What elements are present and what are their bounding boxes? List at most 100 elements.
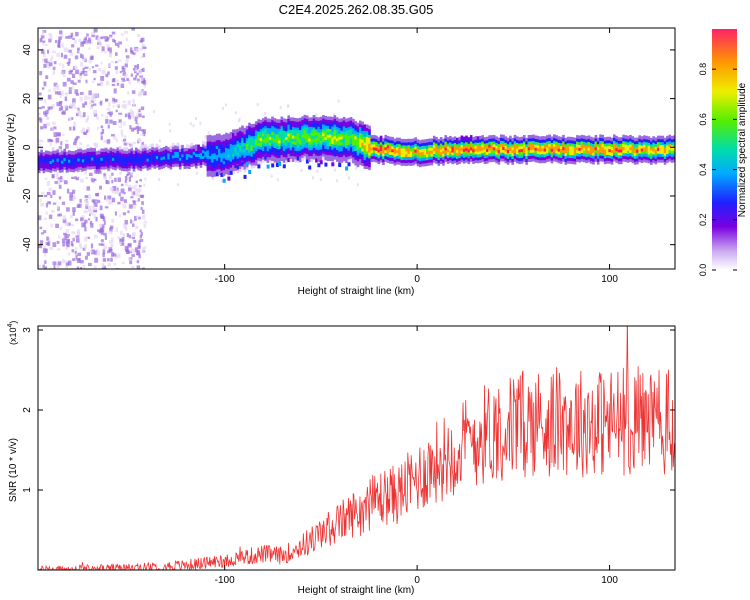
heatmap-cell: [280, 151, 284, 156]
heatmap-cell: [594, 149, 598, 154]
heatmap-cell: [108, 247, 113, 252]
heatmap-cell: [57, 42, 60, 48]
heatmap-cell: [305, 141, 309, 146]
heatmap-cell: [63, 151, 66, 156]
heatmap-cell: [340, 127, 344, 131]
heatmap-cell: [250, 147, 254, 151]
heatmap-cell: [292, 155, 295, 159]
heatmap-cell: [153, 159, 157, 163]
heatmap-cell: [141, 153, 145, 158]
heatmap-cell: [65, 143, 69, 149]
heatmap-cell: [668, 155, 672, 159]
heatmap-cell: [183, 153, 187, 158]
heatmap-cell: [460, 147, 464, 151]
heatmap-cell: [148, 166, 152, 170]
heatmap-cell: [322, 120, 325, 125]
heatmap-cell: [86, 33, 89, 37]
heatmap-cell: [458, 157, 461, 161]
heatmap-cell: [511, 152, 514, 157]
heatmap-cell: [178, 157, 182, 161]
heatmap-cell: [647, 145, 651, 149]
heatmap-cell: [608, 157, 611, 161]
heatmap-cell: [248, 160, 251, 165]
heatmap-cell: [663, 140, 667, 145]
heatmap-cell: [578, 156, 581, 160]
heatmap-cell: [128, 79, 131, 85]
heatmap-cell: [458, 139, 461, 144]
heatmap-cell: [108, 199, 113, 205]
heatmap-cell: [317, 149, 320, 154]
heatmap-cell: [474, 136, 478, 140]
heatmap-cell: [578, 141, 581, 145]
heatmap-cell: [656, 144, 660, 148]
heatmap-cell: [583, 147, 586, 151]
heatmap-cell: [132, 99, 135, 102]
heatmap-cell: [319, 134, 323, 138]
heatmap-cell: [363, 127, 367, 131]
heatmap-cell: [59, 93, 63, 98]
heatmap-cell: [548, 143, 551, 147]
heatmap-cell: [365, 142, 369, 146]
heatmap-cell: [416, 142, 420, 146]
heatmap-cell: [603, 137, 607, 141]
heatmap-cell: [534, 158, 538, 163]
heatmap-cell: [585, 142, 588, 146]
heatmap-cell: [562, 155, 565, 159]
heatmap-cell: [95, 157, 99, 161]
heatmap-cell: [310, 143, 314, 148]
heatmap-cell: [670, 159, 674, 163]
heatmap-cell: [359, 152, 362, 157]
heatmap-cell: [241, 166, 244, 170]
heatmap-cell: [146, 160, 150, 165]
heatmap-cell: [359, 158, 362, 163]
heatmap-cell: [103, 220, 106, 225]
heatmap-cell: [85, 176, 88, 180]
heatmap-cell: [123, 158, 126, 163]
heatmap-cell: [266, 153, 270, 158]
heatmap-cell: [289, 117, 293, 121]
heatmap-cell: [257, 164, 261, 169]
heatmap-cell: [553, 151, 556, 156]
heatmap-cell: [262, 153, 265, 157]
heatmap-cell: [315, 128, 318, 133]
heatmap-cell: [331, 162, 335, 167]
heatmap-cell: [354, 121, 357, 125]
heatmap-cell: [375, 156, 378, 160]
heatmap-cell: [183, 159, 187, 164]
heatmap-cell: [377, 143, 381, 147]
heatmap-cell: [88, 90, 92, 96]
heatmap-cell: [352, 127, 355, 132]
heatmap-cell: [423, 148, 427, 152]
heatmap-cell: [132, 167, 136, 172]
heatmap-cell: [136, 189, 141, 193]
heatmap-cell: [131, 28, 135, 31]
heatmap-cell: [527, 143, 531, 148]
heatmap-cell: [428, 156, 431, 160]
heatmap-cell: [490, 155, 494, 160]
heatmap-cell: [419, 148, 422, 153]
heatmap-cell: [342, 125, 346, 130]
heatmap-cell: [576, 143, 579, 148]
heatmap-cell: [421, 157, 424, 161]
heatmap-cell: [278, 157, 281, 161]
heatmap-cell: [365, 153, 369, 158]
heatmap-cell: [342, 140, 346, 144]
heatmap-cell: [250, 162, 254, 166]
heatmap-cell: [354, 153, 357, 157]
heatmap-cell: [506, 140, 510, 145]
heatmap-cell: [663, 137, 667, 142]
heatmap-cell: [268, 130, 272, 134]
heatmap-cell: [631, 150, 635, 155]
heatmap-cell: [451, 160, 454, 165]
heatmap-cell: [123, 153, 126, 157]
heatmap-cell: [39, 38, 43, 43]
heatmap-cell: [640, 153, 644, 158]
heatmap-cell: [252, 147, 256, 151]
heatmap-cell: [250, 141, 254, 146]
heatmap-cell: [629, 143, 632, 148]
heatmap-cell: [56, 158, 60, 162]
heatmap-cell: [347, 158, 351, 163]
heatmap-cell: [613, 134, 616, 138]
heatmap-cell: [262, 118, 265, 122]
heatmap-cell: [208, 167, 212, 171]
